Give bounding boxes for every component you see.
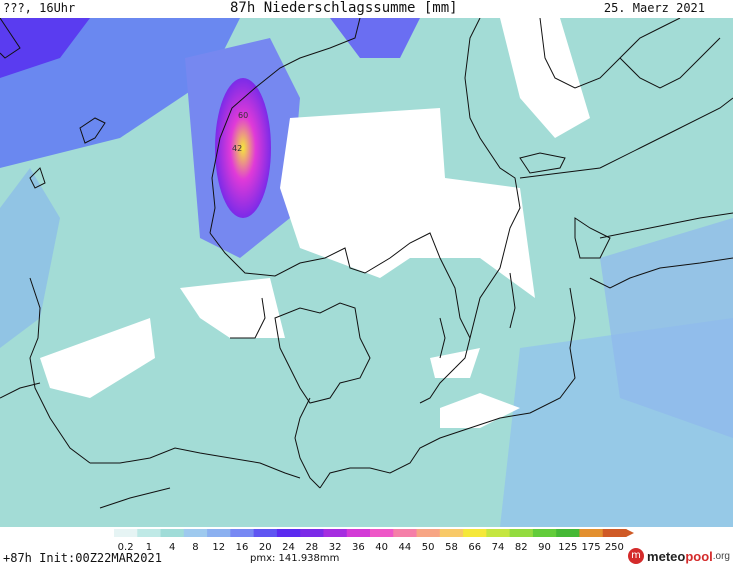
- scale-tick-label: 1: [145, 542, 153, 553]
- scale-swatch: [323, 529, 348, 537]
- scale-swatch: [602, 529, 627, 537]
- scale-arrow: [626, 529, 634, 537]
- scale-tick-label: 90: [538, 542, 551, 553]
- scale-swatch: [114, 529, 138, 537]
- scale-swatch: [230, 529, 255, 537]
- scale-swatch: [207, 529, 231, 537]
- logo-text-pool: pool: [685, 548, 713, 564]
- scale-swatch: [370, 529, 394, 537]
- scale-swatch: [393, 529, 418, 537]
- logo-text-org: .org: [712, 550, 730, 562]
- dry-area-baltic: [440, 393, 520, 428]
- forecast-time: ???, 16Uhr: [3, 1, 76, 15]
- scale-swatch: [253, 529, 278, 537]
- run-info: +87h Init:00Z22MAR2021: [3, 551, 162, 565]
- scale-tick-label: 50: [421, 542, 435, 553]
- scale-tick-label: 4: [168, 542, 176, 553]
- scale-swatch: [532, 529, 557, 537]
- scale-tick-label: 44: [398, 542, 412, 553]
- scale-tick-label: 74: [491, 542, 505, 553]
- scale-swatch: [183, 529, 208, 537]
- scale-tick-label: 20: [258, 542, 272, 553]
- map-value-60: 60: [238, 111, 248, 120]
- scale-tick-label: 66: [468, 542, 482, 553]
- scale-swatch: [300, 529, 324, 537]
- map-value-42: 42: [232, 144, 242, 153]
- field-core: [215, 78, 271, 218]
- precip-max: pmx: 141.938mm: [250, 553, 340, 564]
- meteopool-logo: m meteo pool .org: [628, 547, 730, 565]
- scale-tick-label: 24: [282, 542, 295, 553]
- scale-tick-label: 40: [375, 542, 388, 553]
- scale-tick-label: 32: [328, 542, 342, 553]
- dry-area-sweden-south: [430, 348, 480, 378]
- header-bar: ???, 16Uhr 87h Niederschlagssumme [mm] 2…: [0, 0, 733, 18]
- dry-area-west: [180, 278, 285, 338]
- dry-area-north: [500, 18, 590, 138]
- coastlines: [0, 18, 733, 509]
- scale-swatch: [463, 529, 487, 537]
- scale-tick-label: 16: [235, 542, 249, 553]
- scale-swatch: [579, 529, 604, 537]
- scale-tick-label: 12: [212, 542, 226, 553]
- map-title: 87h Niederschlagssumme [mm]: [230, 0, 458, 16]
- scale-tick-label: 0.2: [117, 542, 134, 553]
- scale-swatch: [276, 529, 301, 537]
- dry-area-sea: [40, 318, 155, 398]
- scale-swatch: [137, 529, 162, 537]
- color-scale: [114, 529, 634, 537]
- scale-tick-label: 8: [192, 542, 199, 553]
- scale-tick-label: 82: [514, 542, 528, 553]
- scale-swatch: [486, 529, 511, 537]
- scale-swatch: [160, 529, 185, 537]
- scale-tick-label: 125: [558, 542, 578, 553]
- scale-tick-label: 28: [305, 542, 319, 553]
- scale-tick-label: 175: [581, 542, 601, 553]
- scale-swatch: [509, 529, 534, 537]
- precipitation-map: 60 42: [0, 18, 733, 527]
- scale-swatch: [346, 529, 371, 537]
- logo-icon: m: [628, 548, 645, 564]
- scale-tick-label: 250: [604, 542, 624, 553]
- dry-area-norway: [280, 108, 535, 298]
- field-violet-topcenter: [330, 18, 420, 58]
- scale-tick-label: 36: [351, 542, 365, 553]
- field-blue-east2: [600, 218, 733, 438]
- scale-swatch: [556, 529, 580, 537]
- forecast-date: 25. Maerz 2021: [603, 1, 705, 15]
- scale-swatch: [439, 529, 464, 537]
- field-blue-west: [0, 168, 60, 348]
- footer-bar: 0.2 1 4 8 12 16 20 24 28 32 36 40 44 50 58 66 74 82 90 125 1…: [0, 527, 733, 566]
- scale-tick-label: 58: [445, 542, 458, 553]
- scale-swatch: [416, 529, 441, 537]
- logo-text-meteo: meteo: [647, 548, 686, 564]
- field-violet-nw: [0, 18, 90, 78]
